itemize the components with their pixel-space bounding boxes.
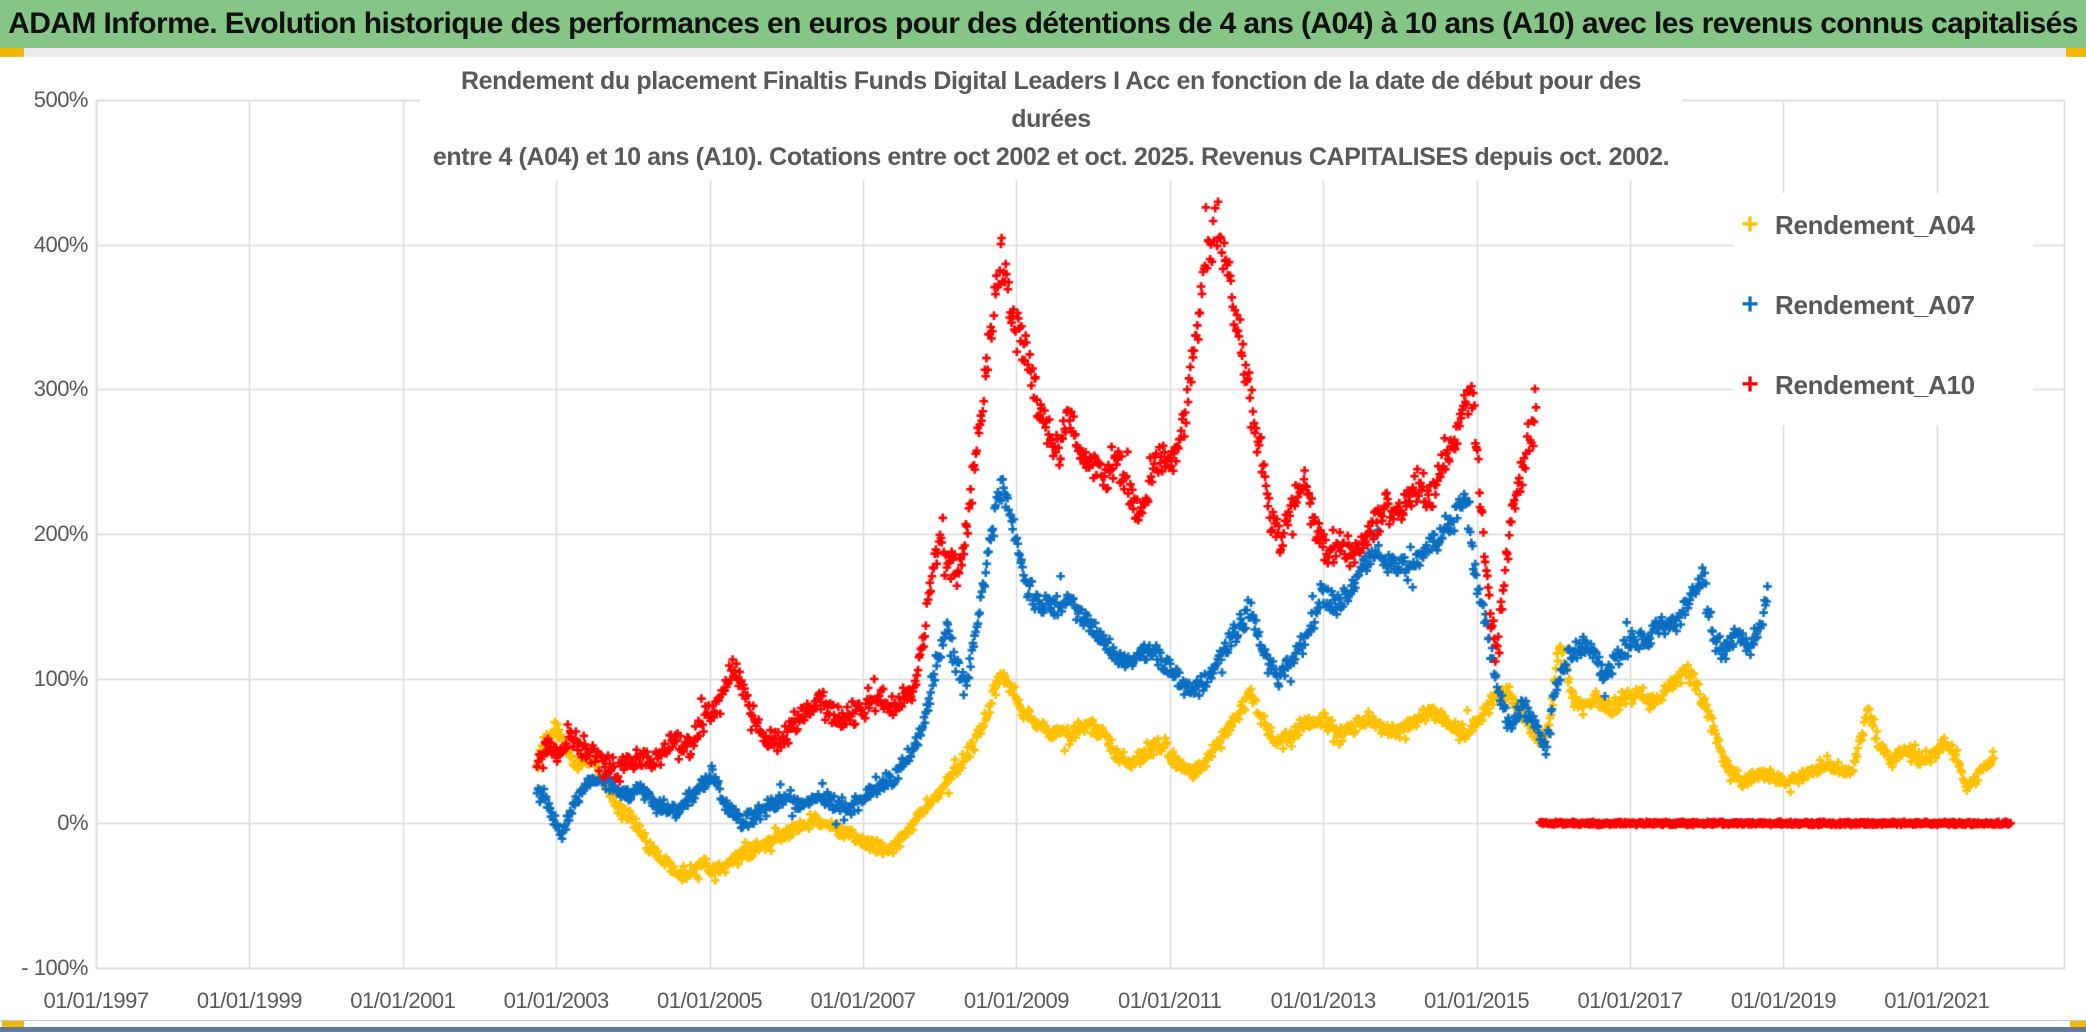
x-tick-label: 01/01/2003 bbox=[503, 988, 610, 1013]
y-tick-label: 300% bbox=[33, 376, 89, 402]
legend-label: Rendement_A10 bbox=[1775, 369, 1975, 400]
legend-item-rendement_a04: + Rendement_A04 bbox=[1733, 205, 1975, 245]
x-tick-label: 01/01/2017 bbox=[1577, 988, 1683, 1013]
y-tick-label: 0% bbox=[57, 810, 88, 836]
legend-item-rendement_a10: + Rendement_A10 bbox=[1733, 365, 1975, 405]
x-tick-label: 01/01/2011 bbox=[1118, 988, 1222, 1013]
legend-plus-marker-icon: + bbox=[1741, 288, 1759, 321]
x-tick-label: 01/01/2001 bbox=[350, 988, 456, 1013]
legend-label: Rendement_A07 bbox=[1775, 289, 1975, 320]
x-tick-label: 01/01/1997 bbox=[43, 988, 149, 1013]
x-tick-label: 01/01/2007 bbox=[810, 988, 916, 1013]
x-tick-label: 01/01/2005 bbox=[657, 988, 763, 1013]
x-tick-label: 01/01/2015 bbox=[1424, 988, 1530, 1013]
x-tick-label: 01/01/2009 bbox=[963, 988, 1070, 1013]
chart-title-line1: Rendement du placement Finaltis Funds Di… bbox=[460, 67, 1642, 133]
y-tick-label: 400% bbox=[33, 231, 89, 257]
legend-plus-marker-icon: + bbox=[1741, 368, 1759, 401]
bottom-divider-line bbox=[0, 1020, 2086, 1021]
y-tick-label: 100% bbox=[33, 665, 89, 691]
x-tick-label: 01/01/1999 bbox=[196, 988, 303, 1013]
chart-legend: + Rendement_A04 + Rendement_A07 + Rendement_A… bbox=[1733, 193, 2033, 425]
y-tick-label: - 100% bbox=[21, 954, 88, 980]
legend-item-rendement_a07: + Rendement_A07 bbox=[1733, 285, 1975, 325]
x-tick-label: 01/01/2013 bbox=[1270, 988, 1377, 1013]
chart-title: Rendement du placement Finaltis Funds Di… bbox=[420, 58, 1682, 180]
x-tick-label: 01/01/2019 bbox=[1730, 988, 1837, 1013]
legend-plus-marker-icon: + bbox=[1741, 208, 1759, 241]
y-tick-label: 200% bbox=[33, 520, 89, 546]
y-tick-label: 500% bbox=[33, 86, 89, 112]
window-bottom-bar bbox=[0, 1027, 2086, 1032]
chart-title-line2: entre 4 (A04) et 10 ans (A10). Cotations… bbox=[432, 143, 1670, 171]
x-tick-label: 01/01/2021 bbox=[1884, 988, 1990, 1013]
legend-label: Rendement_A04 bbox=[1775, 209, 1975, 240]
